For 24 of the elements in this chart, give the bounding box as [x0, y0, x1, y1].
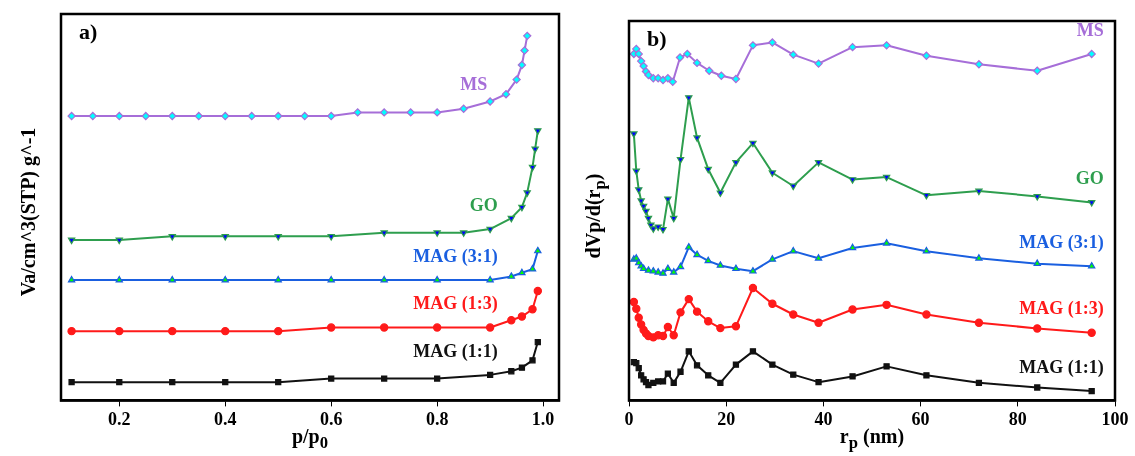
- x-tick-label: 80: [1008, 408, 1027, 429]
- series-label: GO: [1075, 168, 1104, 189]
- x-tick-label: 1.0: [531, 408, 555, 429]
- y-axis-title: Va/cm^3(STP) g^-1: [16, 127, 40, 297]
- series-label: MAG (1:1): [1019, 356, 1104, 378]
- series-label: MAG (1:3): [413, 293, 498, 315]
- series-label: MS: [1076, 19, 1104, 40]
- series-label: MAG (1:1): [413, 340, 498, 362]
- x-axis-title: r$_{p}$ (nm): [839, 425, 905, 452]
- series-label: MS: [460, 74, 488, 95]
- x-tick-label: 60: [911, 408, 930, 429]
- series-label: MAG (3:1): [1019, 231, 1104, 253]
- chart-title: a): [79, 18, 98, 44]
- series-label: GO: [469, 194, 498, 215]
- x-tick-label: 0.8: [425, 408, 449, 429]
- x-tick-label: 100: [1101, 408, 1129, 429]
- series-label: MAG (1:3): [1019, 298, 1104, 320]
- x-tick-label: 20: [717, 408, 736, 429]
- x-tick-label: 0: [624, 408, 634, 429]
- chart-title: b): [647, 25, 667, 51]
- series-label: MAG (3:1): [413, 245, 498, 267]
- x-tick-label: 0.2: [108, 408, 131, 429]
- x-tick-label: 0.4: [213, 408, 237, 429]
- x-tick-label: 40: [814, 408, 833, 429]
